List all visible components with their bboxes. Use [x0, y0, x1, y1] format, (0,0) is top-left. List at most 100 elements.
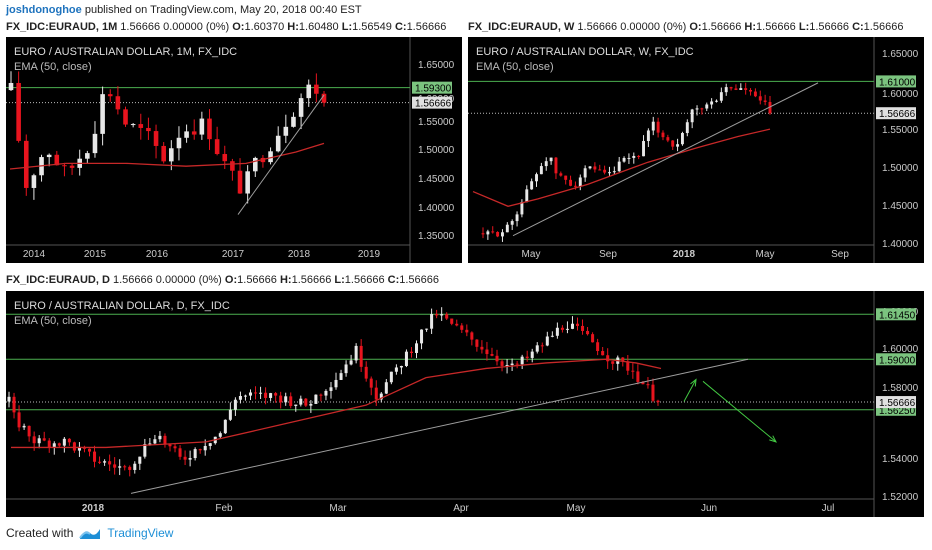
candle-body [103, 461, 107, 463]
candle-body [586, 330, 590, 335]
x-tick-label: 2017 [222, 249, 245, 260]
candle-body [409, 351, 413, 353]
candle-body [500, 361, 504, 366]
candle-body [319, 394, 323, 396]
close-value: 1.56666 [863, 21, 904, 33]
candle-body [475, 339, 479, 347]
close-label: C: [394, 21, 407, 33]
y-tick-label: 1.60000 [882, 89, 919, 100]
candle-body [67, 438, 71, 443]
candle-body [304, 398, 308, 406]
low-label: L: [798, 21, 810, 33]
candle-body [632, 155, 636, 158]
high-value: 1.56666 [756, 21, 796, 33]
candle-body [207, 118, 212, 140]
candle-body [575, 323, 580, 326]
candle-body [283, 126, 289, 136]
candle-body [237, 170, 243, 194]
chart-svg-weekly[interactable]: EURO / AUSTRALIAN DOLLAR, W, FX_IDC EMA (… [468, 37, 924, 263]
chart-panel-weekly[interactable]: EURO / AUSTRALIAN DOLLAR, W, FX_IDC EMA (… [468, 37, 924, 263]
ema-line [472, 128, 771, 207]
y-tick-label: 1.55000 [882, 125, 919, 136]
open-label: O: [224, 274, 238, 286]
candle-body [12, 396, 16, 413]
candle-body [294, 404, 298, 406]
chart-panel-daily[interactable]: EURO / AUSTRALIAN DOLLAR, D, FX_IDC EMA (… [6, 291, 924, 517]
candle-body [515, 363, 519, 365]
candle-body [450, 318, 454, 324]
y-tick-label: 1.65000 [882, 49, 919, 60]
open-value: 1.56666 [701, 21, 742, 33]
candle-body [646, 130, 650, 142]
symbol-label: FX_IDC:EURAUD, W [468, 21, 575, 33]
candle-body [208, 443, 212, 446]
candle-body [245, 171, 250, 194]
chart-svg-daily[interactable]: EURO / AUSTRALIAN DOLLAR, D, FX_IDC EMA (… [6, 291, 924, 517]
candle-body [344, 364, 348, 374]
chart-panel-monthly[interactable]: EURO / AUSTRALIAN DOLLAR, 1M, FX_IDC EMA … [6, 37, 462, 263]
y-tick-label: 1.50000 [882, 163, 919, 174]
created-with-label: Created with [6, 526, 74, 540]
candle-body [359, 345, 363, 367]
candle-body [578, 177, 582, 187]
candle-body [161, 145, 166, 162]
candle-body [554, 157, 558, 174]
candle-body [565, 328, 569, 330]
candle-body [198, 449, 202, 451]
candle-body [583, 168, 587, 178]
candle-body [364, 366, 368, 379]
candle-body [309, 403, 313, 406]
candle-body [130, 124, 136, 126]
candle-body [183, 456, 187, 460]
candle-body [505, 365, 509, 367]
candle-body [384, 382, 388, 394]
candle-body [671, 140, 675, 147]
candle-body [178, 448, 182, 457]
candle-body [631, 370, 635, 372]
candle-body [637, 155, 641, 157]
candle-body [505, 224, 509, 233]
candle-body [92, 133, 98, 154]
candle-body [274, 393, 278, 396]
tradingview-brand-link[interactable]: TradingView [107, 526, 174, 540]
candle-body [133, 463, 137, 470]
candle-body [184, 131, 189, 138]
candle-body [329, 387, 333, 391]
candle-body [622, 157, 626, 162]
candle-body [259, 392, 263, 394]
author-link[interactable]: joshdonoghoe [6, 4, 82, 16]
candle-body [123, 109, 128, 125]
candle-body [621, 357, 625, 362]
candle-body [188, 458, 192, 460]
candle-body [176, 137, 182, 149]
candle-body [230, 161, 235, 171]
candle-body [415, 343, 419, 353]
candle-body [651, 121, 655, 131]
candle-body [603, 169, 607, 173]
close-label: C: [852, 21, 864, 33]
candle-body [138, 124, 144, 128]
symbol-label: FX_IDC:EURAUD, D [6, 274, 110, 286]
candle-body [661, 132, 665, 138]
candle-body [275, 135, 281, 152]
candle-body [611, 361, 615, 364]
candle-body [306, 84, 312, 99]
candle-body [642, 141, 645, 157]
level-badge-label: 1.59300 [415, 84, 452, 95]
candle-body [118, 466, 122, 468]
high-label: H: [287, 21, 299, 33]
high-value: 1.60480 [298, 21, 339, 33]
candle-body [298, 98, 304, 117]
candle-body [203, 445, 207, 451]
candle-body [289, 396, 293, 406]
tradingview-logo-icon [79, 529, 101, 539]
last-price-badge [876, 396, 916, 409]
candle-body [700, 108, 704, 110]
candle-body [37, 438, 41, 444]
close-label: C: [387, 274, 400, 286]
candle-body [87, 448, 92, 452]
candle-body [16, 82, 21, 141]
candle-body [560, 327, 564, 330]
candle-body [724, 87, 728, 93]
chart-svg-monthly[interactable]: EURO / AUSTRALIAN DOLLAR, 1M, FX_IDC EMA … [6, 37, 462, 263]
